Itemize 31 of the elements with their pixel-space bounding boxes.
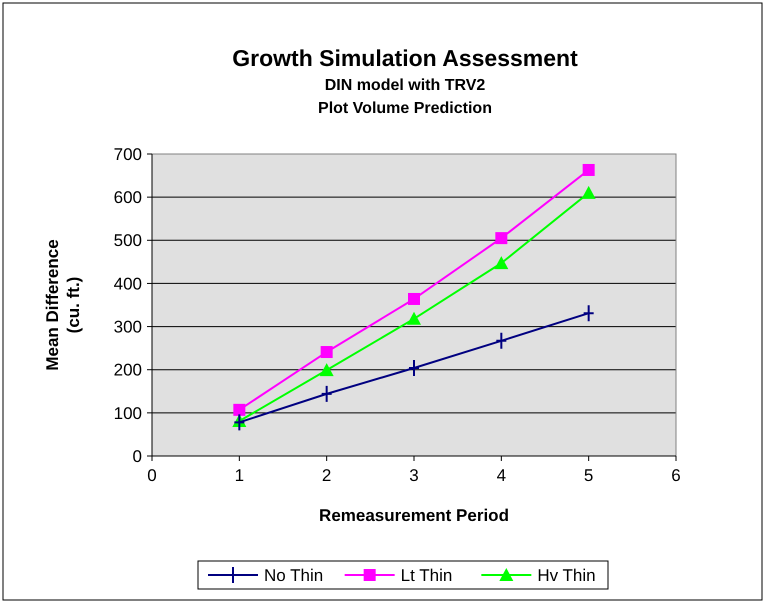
x-tick-label: 1 (234, 466, 244, 485)
x-tick-label: 5 (584, 466, 594, 485)
point (494, 256, 508, 270)
x-axis-title: Remeasurement Period (319, 506, 509, 525)
y-tick-label: 700 (114, 144, 142, 164)
y-tick-label: 0 (132, 446, 142, 466)
y-tick-label: 600 (114, 188, 142, 208)
point (582, 164, 595, 176)
y-tick-label: 200 (114, 360, 142, 380)
x-tick-label: 4 (496, 466, 506, 485)
legend-label: No Thin (264, 566, 324, 585)
y-tick-label: 500 (114, 231, 142, 250)
x-tick-label: 0 (147, 466, 157, 485)
point (408, 292, 420, 305)
x-tick-label: 3 (409, 466, 419, 485)
chart-subtitle: DIN model with TRV2 Plot Volume Prediction (318, 77, 492, 117)
legend-label: Lt Thin (400, 566, 452, 585)
y-tick-label: 100 (114, 404, 142, 423)
y-tick-label: 400 (114, 274, 142, 294)
chart-title: Growth Simulation Assessment (232, 45, 578, 71)
point (495, 232, 508, 244)
y-axis-title: Mean Difference (cu. ft.) (43, 239, 83, 371)
point (320, 346, 333, 358)
legend-label: Hv Thin (537, 566, 596, 585)
point (407, 312, 421, 325)
point (233, 404, 246, 416)
x-tick-label: 2 (322, 466, 332, 485)
point (320, 363, 334, 376)
y-tick-label: 300 (114, 318, 142, 337)
x-tick-label: 6 (671, 466, 681, 485)
point (582, 186, 596, 199)
